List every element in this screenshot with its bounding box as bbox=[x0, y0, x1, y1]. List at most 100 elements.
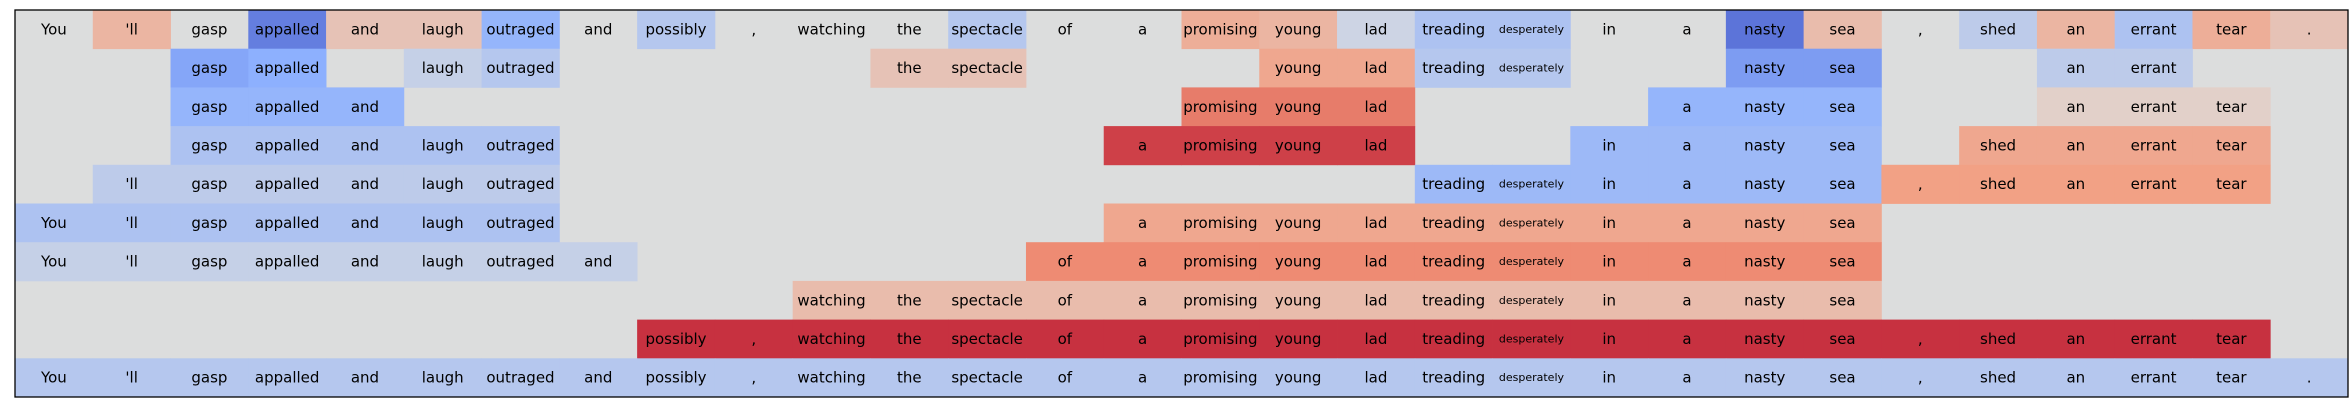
token-label: nasty bbox=[1744, 98, 1785, 116]
heatmap-cell bbox=[1492, 242, 1571, 282]
token-label: errant bbox=[2131, 136, 2177, 154]
heatmap-cell bbox=[2114, 358, 2193, 398]
token-label: treading bbox=[1422, 369, 1485, 387]
token-label: , bbox=[751, 369, 756, 387]
token-label: and bbox=[351, 98, 379, 116]
token-label: a bbox=[1138, 20, 1147, 38]
token-label: promising bbox=[1183, 20, 1257, 38]
token-label: lad bbox=[1364, 136, 1387, 154]
token-label: young bbox=[1275, 20, 1322, 38]
token-label: and bbox=[351, 214, 379, 232]
token-label: a bbox=[1138, 291, 1147, 309]
token-label: and bbox=[351, 175, 379, 193]
heatmap-cell bbox=[1025, 280, 1105, 320]
heatmap-cell bbox=[2036, 10, 2116, 50]
heatmap-cell bbox=[948, 280, 1027, 320]
token-label: watching bbox=[797, 20, 865, 38]
token-label: of bbox=[1058, 369, 1073, 387]
token-label: in bbox=[1602, 330, 1616, 348]
token-label: an bbox=[2066, 369, 2085, 387]
heatmap-cell bbox=[1725, 87, 1805, 127]
heatmap-cell bbox=[1648, 242, 1727, 282]
token-label: lad bbox=[1364, 253, 1387, 271]
heatmap-cell bbox=[1181, 203, 1260, 243]
token-label: watching bbox=[797, 330, 865, 348]
heatmap-cell bbox=[1025, 242, 1105, 282]
token-label: possibly bbox=[645, 369, 706, 387]
heatmap-cell bbox=[2114, 126, 2193, 166]
token-label: promising bbox=[1183, 98, 1257, 116]
heatmap-cell bbox=[403, 358, 482, 398]
heatmap-cell bbox=[248, 87, 327, 127]
token-label: gasp bbox=[191, 214, 227, 232]
token-label: tear bbox=[2216, 20, 2247, 38]
token-label: , bbox=[1918, 330, 1923, 348]
token-label: young bbox=[1275, 291, 1322, 309]
token-label: possibly bbox=[645, 20, 706, 38]
token-label: watching bbox=[797, 369, 865, 387]
heatmap-cell bbox=[1337, 280, 1416, 320]
heatmap-cell bbox=[326, 358, 405, 398]
token-label: an bbox=[2066, 136, 2085, 154]
token-label: outraged bbox=[486, 214, 554, 232]
token-label: sea bbox=[1829, 20, 1855, 38]
heatmap-cell bbox=[1959, 10, 2038, 50]
token-label: of bbox=[1058, 291, 1073, 309]
token-label: sea bbox=[1829, 330, 1855, 348]
token-label: outraged bbox=[486, 369, 554, 387]
heatmap-cell bbox=[714, 358, 794, 398]
heatmap-cell bbox=[870, 358, 949, 398]
heatmap-cell bbox=[1181, 358, 1260, 398]
token-label: desperately bbox=[1499, 371, 1565, 384]
token-label: and bbox=[584, 253, 612, 271]
heatmap-cell bbox=[1103, 126, 1182, 166]
heatmap-cell bbox=[2192, 126, 2271, 166]
heatmap-cell bbox=[403, 48, 482, 88]
token-label: laugh bbox=[422, 214, 464, 232]
token-label: desperately bbox=[1499, 216, 1565, 229]
heatmap-cell bbox=[1414, 203, 1493, 243]
token-label: the bbox=[897, 20, 922, 38]
token-label: errant bbox=[2131, 330, 2177, 348]
token-label: sea bbox=[1829, 214, 1855, 232]
token-label: errant bbox=[2131, 20, 2177, 38]
heatmap-cell bbox=[1570, 242, 1649, 282]
heatmap-token-labels: You 'll gasp appalled and laugh outraged and pos… bbox=[40, 20, 2312, 386]
heatmap-cell bbox=[170, 203, 249, 243]
heatmap-cell bbox=[1337, 10, 1416, 50]
token-label: shed bbox=[1980, 136, 2016, 154]
token-label: an bbox=[2066, 20, 2085, 38]
token-label: nasty bbox=[1744, 59, 1785, 77]
heatmap-cell bbox=[2114, 87, 2193, 127]
heatmap-cell bbox=[92, 203, 171, 243]
heatmap-cell bbox=[1570, 280, 1649, 320]
token-label: the bbox=[897, 330, 922, 348]
heatmap-cell bbox=[1492, 203, 1571, 243]
token-label: errant bbox=[2131, 59, 2177, 77]
heatmap-cell bbox=[1570, 319, 1649, 359]
heatmap-cell bbox=[170, 358, 249, 398]
token-label: gasp bbox=[191, 369, 227, 387]
heatmap-cell bbox=[1181, 242, 1260, 282]
heatmap-cell bbox=[559, 242, 638, 282]
heatmap-cell bbox=[1259, 242, 1338, 282]
heatmap-cell bbox=[1025, 319, 1105, 359]
heatmap-cell bbox=[326, 164, 405, 204]
token-label: appalled bbox=[255, 20, 320, 38]
heatmap-cell bbox=[1259, 48, 1338, 88]
heatmap-cell bbox=[403, 164, 482, 204]
heatmap-cell bbox=[1725, 358, 1805, 398]
heatmap-cell bbox=[326, 203, 405, 243]
token-label: laugh bbox=[422, 20, 464, 38]
heatmap-cell bbox=[1648, 319, 1727, 359]
token-label: and bbox=[351, 369, 379, 387]
token-label: nasty bbox=[1744, 20, 1785, 38]
heatmap-cell bbox=[15, 242, 94, 282]
token-label: possibly bbox=[645, 330, 706, 348]
heatmap-cell bbox=[1881, 319, 1960, 359]
token-label: of bbox=[1058, 20, 1073, 38]
token-label: , bbox=[751, 330, 756, 348]
heatmap-cell bbox=[248, 126, 327, 166]
token-label: treading bbox=[1422, 330, 1485, 348]
heatmap-cell bbox=[1103, 203, 1182, 243]
